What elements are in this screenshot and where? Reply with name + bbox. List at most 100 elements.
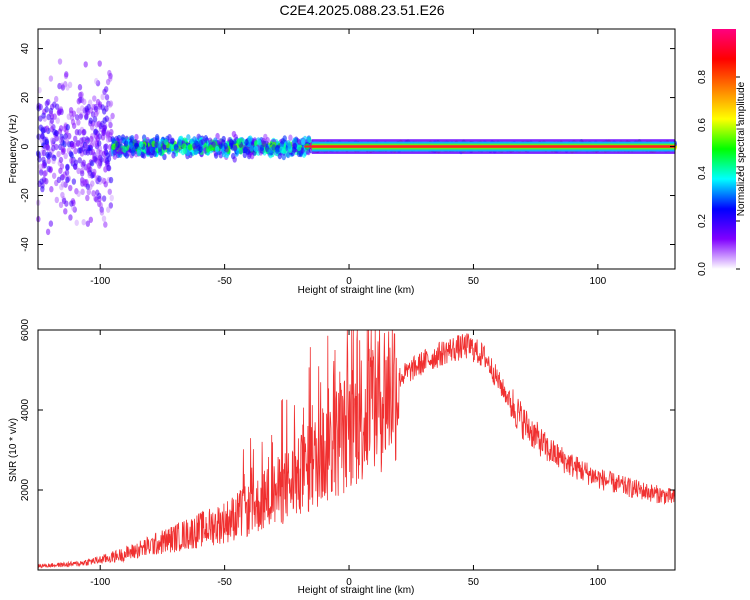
spectrogram-cell — [45, 98, 51, 106]
x-tick-label: 50 — [468, 276, 480, 287]
spectrogram-cell — [85, 183, 90, 190]
spectrogram-cell — [60, 191, 65, 199]
spectrogram-cell — [108, 75, 113, 82]
snr-frame — [37, 329, 676, 571]
spectrogram-cell — [215, 132, 220, 140]
spectrogram-cell — [65, 84, 70, 91]
spectrogram-cell — [54, 196, 60, 204]
spectrogram-cell — [88, 117, 93, 124]
spectrogram-cell — [223, 142, 228, 150]
spectrogram-cell — [145, 137, 150, 144]
spectrogram-cell — [36, 133, 41, 140]
x-tick-label: 0 — [346, 276, 352, 287]
spectrogram-cell — [76, 98, 81, 105]
y-tick-label: 0 — [20, 143, 31, 149]
spectrogram-cell — [288, 134, 293, 141]
spectrogram-cell — [207, 137, 213, 144]
spectrogram-cell — [69, 151, 74, 159]
spectrogram-cell — [58, 201, 64, 209]
spectrogram-cell — [107, 101, 113, 109]
spectrogram-cell — [77, 129, 82, 136]
spectrogram-cell — [200, 138, 206, 145]
spectrogram-cell — [61, 147, 66, 154]
spectrogram-cell — [101, 215, 107, 222]
spectrogram-cell — [45, 151, 50, 159]
spectrogram-cell — [94, 121, 99, 128]
x-tick-label: -50 — [217, 577, 232, 588]
spectrogram-cell — [177, 139, 183, 146]
spectrogram-cell — [83, 61, 88, 68]
spectrogram-cell — [58, 167, 63, 174]
y-tick-label: -40 — [20, 237, 31, 252]
spectrogram-cell — [49, 117, 55, 124]
spectrogram-cell — [90, 124, 95, 131]
spectrogram-cell — [68, 214, 73, 221]
spectrogram-cell — [73, 135, 78, 143]
x-tick-label: 100 — [590, 276, 607, 287]
spectrogram-cell — [85, 194, 90, 202]
spectrogram-cell — [69, 157, 74, 164]
spectrogram-cell — [203, 135, 209, 142]
spectrogram-cell — [102, 125, 107, 132]
spectrogram-cell — [271, 144, 276, 151]
spectrogram-cell — [66, 113, 72, 120]
spectrogram-cell — [249, 145, 254, 152]
spectrogram-cell — [58, 137, 64, 144]
spectrogram-cell — [301, 138, 306, 146]
colorbar-tick-label: 0.2 — [697, 214, 708, 228]
spectrogram-cell — [57, 109, 62, 116]
spectrogram-cell — [89, 160, 95, 167]
spectrogram-cell — [256, 139, 262, 146]
spectrogram-cell — [65, 176, 70, 184]
spectrogram-cell — [51, 172, 57, 179]
snr-x-ticks: -100 -50 0 50 100 — [90, 330, 607, 588]
spectrogram-cell — [92, 116, 98, 123]
y-tick-label: -20 — [20, 188, 31, 203]
spectrogram-cell — [67, 81, 73, 89]
spectrogram-cell — [233, 133, 238, 141]
spectrogram-cell — [79, 105, 85, 112]
spectrogram-cell — [45, 228, 51, 236]
spectrogram-y-ticks: -40 -20 0 20 40 — [20, 43, 675, 252]
spectrogram-cell — [41, 149, 47, 157]
spectrogram-cell — [110, 112, 115, 120]
spectrogram-cell — [109, 194, 114, 202]
spectrogram-cell — [51, 137, 56, 145]
x-tick-label: 0 — [346, 577, 352, 588]
spectrogram-cell — [70, 119, 76, 126]
spectrogram-cell — [267, 149, 272, 156]
spectrogram-cell — [79, 91, 84, 98]
spectrogram-cell — [154, 141, 159, 148]
spectrogram-cell — [105, 132, 110, 139]
spectrogram-cell — [104, 94, 110, 101]
spectrogram-cell — [85, 220, 91, 227]
spectrogram-cell — [105, 78, 111, 86]
spectrogram-cell — [106, 100, 111, 107]
spectrogram-cell — [108, 202, 114, 209]
spectrogram-cell — [60, 181, 66, 188]
spectrogram-cell — [69, 140, 75, 148]
spectrogram-cell — [103, 221, 108, 228]
spectrogram-cell — [83, 143, 89, 150]
spectrogram-y-axis-label: Frequency (Hz) — [8, 115, 19, 184]
spectrogram-cell — [64, 137, 69, 145]
spectrogram-cell — [280, 138, 285, 145]
spectrogram-cell — [51, 157, 56, 165]
spectrogram-cell — [80, 188, 85, 196]
spectrogram-cell — [277, 152, 283, 160]
spectrogram-cell — [167, 133, 172, 141]
snr-x-axis-label: Height of straight line (km) — [298, 585, 415, 596]
spectrogram-cell — [92, 156, 98, 163]
spectrogram-x-axis-label: Height of straight line (km) — [298, 285, 415, 296]
spectrogram-cell — [262, 140, 267, 147]
spectrogram-cell — [84, 112, 89, 120]
spectrogram-cell — [56, 150, 61, 158]
spectrogram-cell — [76, 119, 81, 126]
spectrogram-cell — [86, 188, 92, 196]
spectrogram-cell — [75, 140, 81, 148]
spectrogram-cell — [88, 216, 94, 223]
spectrogram-cell — [138, 141, 144, 148]
x-tick-label: 50 — [468, 577, 480, 588]
spectrogram-cell — [253, 145, 259, 152]
spectrogram-cell — [58, 156, 64, 164]
